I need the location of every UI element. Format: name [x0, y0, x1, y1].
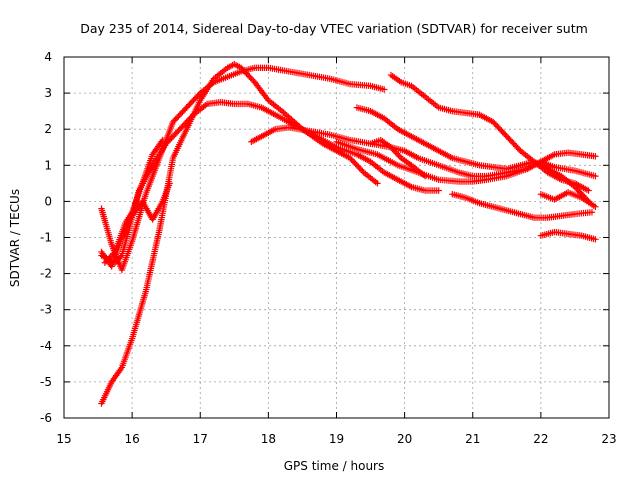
series-track-m [537, 189, 599, 211]
data-point [592, 172, 599, 180]
y-axis-label: SDTVAR / TECUs [8, 189, 22, 287]
data-point [117, 253, 124, 261]
series-track-c [98, 64, 388, 274]
x-tick-label: 15 [56, 432, 71, 446]
series-track-k [449, 190, 596, 221]
data-point [195, 91, 203, 98]
y-tick-label: 1 [44, 158, 52, 172]
x-tick-label: 16 [124, 432, 139, 446]
series-track-g [367, 136, 429, 180]
data-point [374, 180, 381, 187]
series-track-a [98, 61, 381, 407]
chart-title: Day 235 of 2014, Sidereal Day-to-day VTE… [80, 21, 588, 36]
data-point [588, 209, 596, 216]
data-point [166, 180, 173, 187]
x-tick-label: 23 [601, 432, 616, 446]
y-tick-label: 3 [44, 86, 52, 100]
x-tick-label: 21 [465, 432, 480, 446]
y-tick-label: -2 [40, 267, 52, 281]
y-tick-label: 2 [44, 122, 52, 136]
y-tick-label: -4 [40, 339, 52, 353]
data-point [188, 113, 196, 120]
grid-lines [64, 57, 609, 418]
data-point [515, 146, 523, 153]
data-point [380, 86, 388, 93]
x-tick-label: 18 [261, 432, 276, 446]
data-point [159, 136, 166, 144]
series-track-j [387, 71, 592, 194]
x-tick-label: 20 [397, 432, 412, 446]
data-point [435, 187, 442, 194]
y-axis-ticks: 4 3 2 1 0 -1 -2 -3 -4 -5 -6 [40, 50, 609, 425]
data-point [359, 167, 366, 175]
y-tick-label: 0 [44, 194, 52, 208]
data-point [592, 203, 599, 211]
data-point [585, 187, 592, 194]
y-tick-label: 4 [44, 50, 52, 64]
series-track-l [537, 228, 599, 243]
x-axis-label: GPS time / hours [284, 459, 385, 473]
y-tick-label: -5 [40, 375, 52, 389]
series-track-e [101, 136, 166, 266]
y-tick-label: -1 [40, 231, 52, 245]
x-tick-label: 17 [193, 432, 208, 446]
x-axis-ticks: 15 16 17 18 19 20 21 22 23 [56, 57, 617, 446]
x-tick-label: 22 [533, 432, 548, 446]
y-tick-label: -6 [40, 411, 52, 425]
data-point [592, 236, 599, 243]
data-points [98, 61, 599, 407]
y-tick-label: -3 [40, 303, 52, 317]
series-track-h [333, 138, 599, 185]
data-point [592, 153, 599, 160]
x-tick-label: 19 [329, 432, 344, 446]
